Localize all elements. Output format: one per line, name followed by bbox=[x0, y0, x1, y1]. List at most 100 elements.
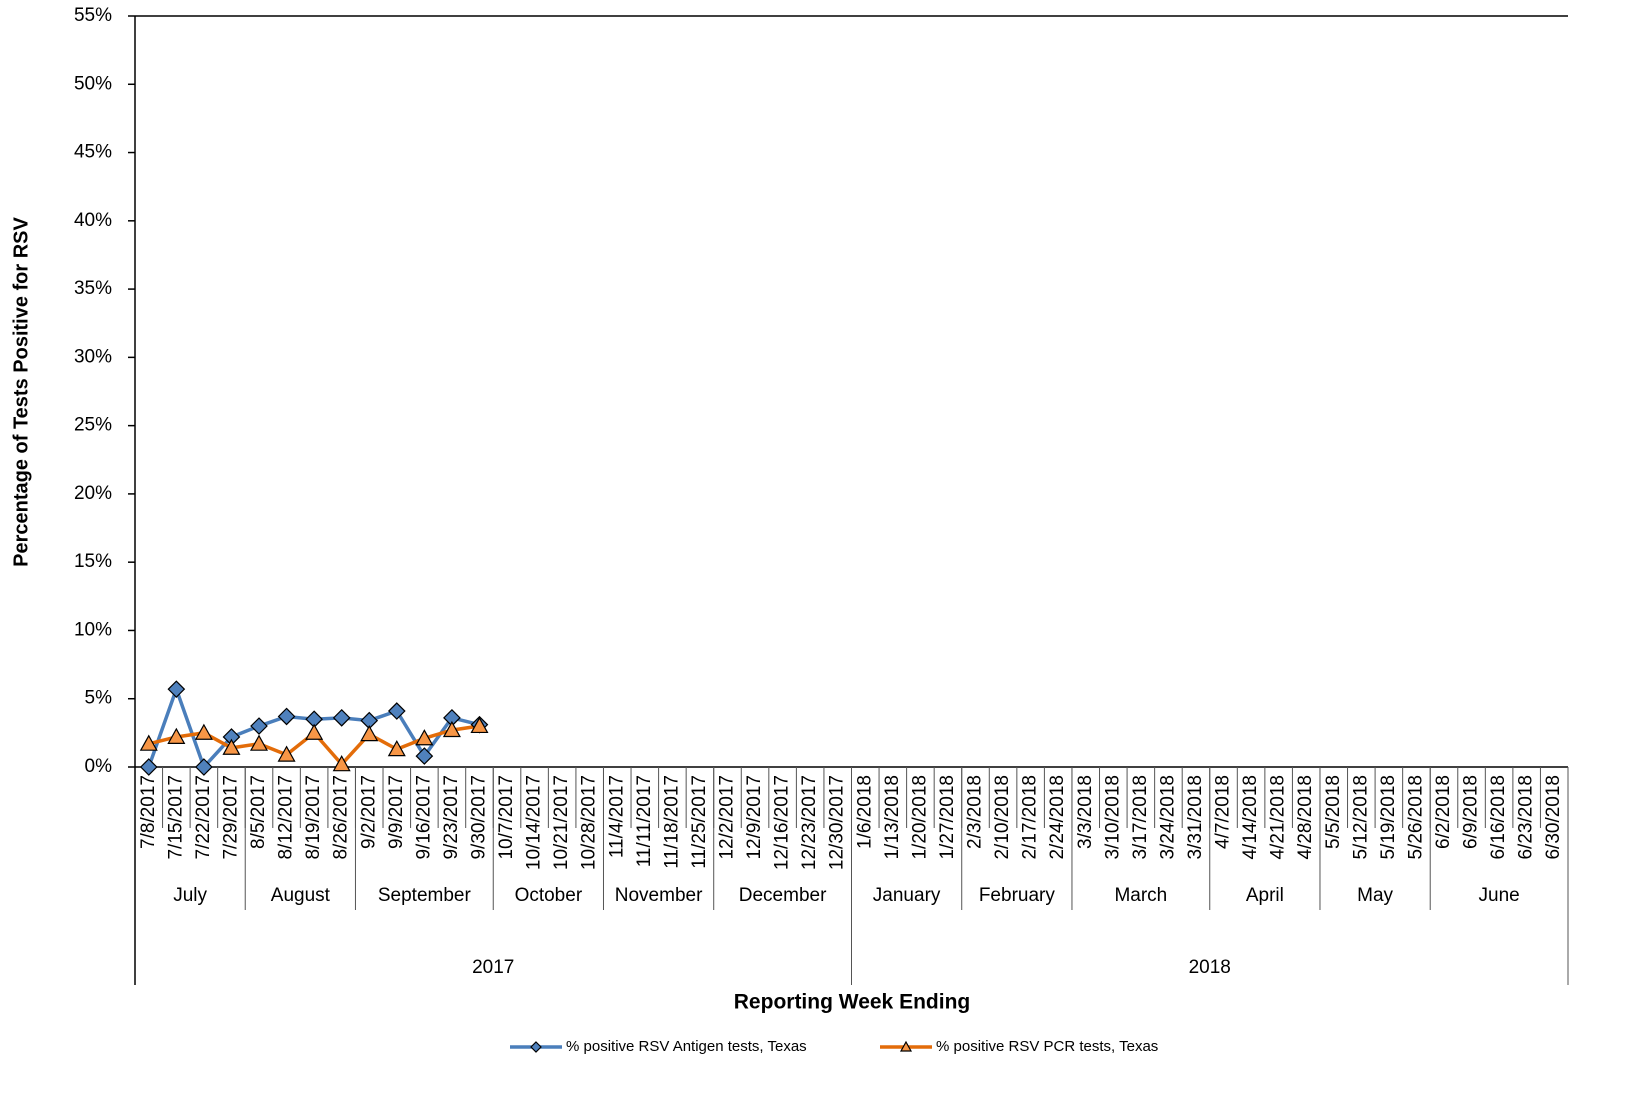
marker bbox=[222, 738, 241, 755]
marker bbox=[387, 702, 406, 720]
marker bbox=[194, 723, 213, 740]
x-axis-title: Reporting Week Ending bbox=[734, 991, 970, 1014]
x-tick-label: 8/26/2017 bbox=[331, 775, 352, 860]
x-tick-label: 10/28/2017 bbox=[579, 775, 600, 870]
x-tick-label: 5/5/2018 bbox=[1323, 775, 1344, 849]
x-tick-label: 12/2/2017 bbox=[717, 775, 738, 860]
marker bbox=[332, 708, 351, 727]
x-tick-label: 2/17/2018 bbox=[1020, 775, 1041, 860]
marker bbox=[195, 758, 213, 776]
month-label: July bbox=[173, 885, 207, 906]
x-tick-label: 5/12/2018 bbox=[1350, 775, 1371, 860]
month-label: February bbox=[979, 885, 1056, 906]
marker bbox=[167, 680, 186, 699]
x-tick-label: 3/31/2018 bbox=[1185, 775, 1206, 860]
x-tick-label: 12/16/2017 bbox=[772, 775, 793, 870]
marker bbox=[415, 747, 434, 765]
y-tick-label: 35% bbox=[74, 278, 112, 299]
x-tick-label: 4/28/2018 bbox=[1295, 775, 1316, 860]
x-tick-label: 11/4/2017 bbox=[606, 775, 627, 858]
marker bbox=[250, 717, 268, 735]
marker bbox=[139, 734, 158, 751]
x-tick-label: 6/2/2018 bbox=[1433, 775, 1454, 849]
marker bbox=[332, 755, 351, 772]
legend-marker bbox=[899, 1040, 913, 1052]
y-axis-title: Percentage of Tests Positive for RSV bbox=[10, 216, 32, 566]
x-tick-label: 12/30/2017 bbox=[827, 775, 848, 870]
x-tick-label: 3/24/2018 bbox=[1157, 775, 1178, 860]
marker bbox=[167, 727, 186, 744]
x-tick-label: 4/7/2018 bbox=[1213, 775, 1234, 849]
month-label: September bbox=[378, 885, 472, 906]
month-label: January bbox=[873, 885, 941, 906]
legend-marker bbox=[530, 1041, 542, 1053]
x-tick-label: 7/8/2017 bbox=[138, 775, 159, 849]
x-tick-label: 2/24/2018 bbox=[1047, 775, 1068, 860]
y-tick-label: 20% bbox=[74, 483, 112, 504]
legend-label: % positive RSV Antigen tests, Texas bbox=[566, 1038, 807, 1055]
marker bbox=[277, 707, 296, 726]
x-tick-label: 11/18/2017 bbox=[661, 775, 682, 869]
x-tick-label: 7/22/2017 bbox=[193, 775, 214, 860]
year-label: 2018 bbox=[1189, 957, 1231, 978]
month-label: May bbox=[1357, 885, 1393, 906]
x-tick-label: 7/15/2017 bbox=[165, 775, 186, 860]
x-tick-label: 10/21/2017 bbox=[551, 775, 572, 870]
x-tick-label: 9/9/2017 bbox=[386, 775, 407, 849]
x-tick-label: 10/7/2017 bbox=[496, 775, 517, 860]
marker bbox=[415, 729, 434, 746]
x-tick-label: 12/9/2017 bbox=[744, 775, 765, 860]
x-tick-label: 6/16/2018 bbox=[1488, 775, 1509, 860]
y-tick-label: 40% bbox=[74, 210, 112, 231]
month-label: June bbox=[1479, 885, 1520, 906]
x-tick-label: 2/3/2018 bbox=[965, 775, 986, 849]
x-tick-label: 6/9/2018 bbox=[1461, 775, 1482, 849]
x-tick-label: 1/6/2018 bbox=[854, 775, 875, 849]
x-tick-label: 12/23/2017 bbox=[799, 775, 820, 870]
y-tick-label: 0% bbox=[85, 756, 113, 777]
y-tick-label: 45% bbox=[74, 142, 112, 163]
x-tick-label: 5/26/2018 bbox=[1405, 775, 1426, 860]
marker bbox=[249, 734, 269, 751]
marker bbox=[442, 720, 461, 738]
x-tick-label: 8/5/2017 bbox=[248, 775, 269, 849]
y-tick-label: 10% bbox=[74, 619, 112, 640]
x-tick-label: 3/3/2018 bbox=[1075, 775, 1096, 849]
y-tick-label: 5% bbox=[85, 688, 113, 709]
year-label: 2017 bbox=[472, 957, 514, 978]
x-tick-label: 9/30/2017 bbox=[468, 775, 489, 860]
x-tick-label: 7/29/2017 bbox=[220, 775, 241, 860]
x-tick-label: 10/14/2017 bbox=[524, 775, 545, 870]
x-tick-label: 1/27/2018 bbox=[937, 775, 958, 860]
marker bbox=[387, 740, 406, 757]
y-tick-label: 15% bbox=[74, 551, 112, 572]
x-tick-label: 11/11/2017 bbox=[634, 775, 655, 867]
x-tick-label: 3/10/2018 bbox=[1102, 775, 1123, 860]
marker bbox=[277, 745, 296, 762]
y-tick-label: 55% bbox=[74, 5, 112, 26]
month-label: March bbox=[1114, 885, 1167, 906]
x-tick-label: 8/12/2017 bbox=[276, 775, 297, 860]
x-tick-label: 1/20/2018 bbox=[909, 775, 930, 860]
x-tick-label: 2/10/2018 bbox=[992, 775, 1013, 860]
y-tick-label: 50% bbox=[74, 73, 112, 94]
x-tick-label: 1/13/2018 bbox=[882, 775, 903, 860]
x-tick-label: 3/17/2018 bbox=[1130, 775, 1151, 860]
marker bbox=[139, 758, 158, 776]
x-tick-label: 9/16/2017 bbox=[413, 775, 434, 860]
marker bbox=[470, 716, 489, 734]
marker bbox=[305, 723, 324, 740]
month-label: October bbox=[515, 885, 583, 906]
x-tick-label: 6/30/2018 bbox=[1543, 775, 1564, 860]
legend-label: % positive RSV PCR tests, Texas bbox=[936, 1038, 1158, 1055]
month-label: December bbox=[739, 885, 827, 906]
x-tick-label: 4/21/2018 bbox=[1268, 775, 1289, 860]
month-label: August bbox=[271, 885, 331, 906]
x-tick-label: 6/23/2018 bbox=[1516, 775, 1537, 860]
month-label: April bbox=[1246, 885, 1284, 906]
x-tick-label: 11/25/2017 bbox=[689, 775, 710, 869]
x-tick-label: 9/2/2017 bbox=[358, 775, 379, 849]
month-label: November bbox=[615, 885, 703, 906]
x-tick-label: 9/23/2017 bbox=[441, 775, 462, 860]
